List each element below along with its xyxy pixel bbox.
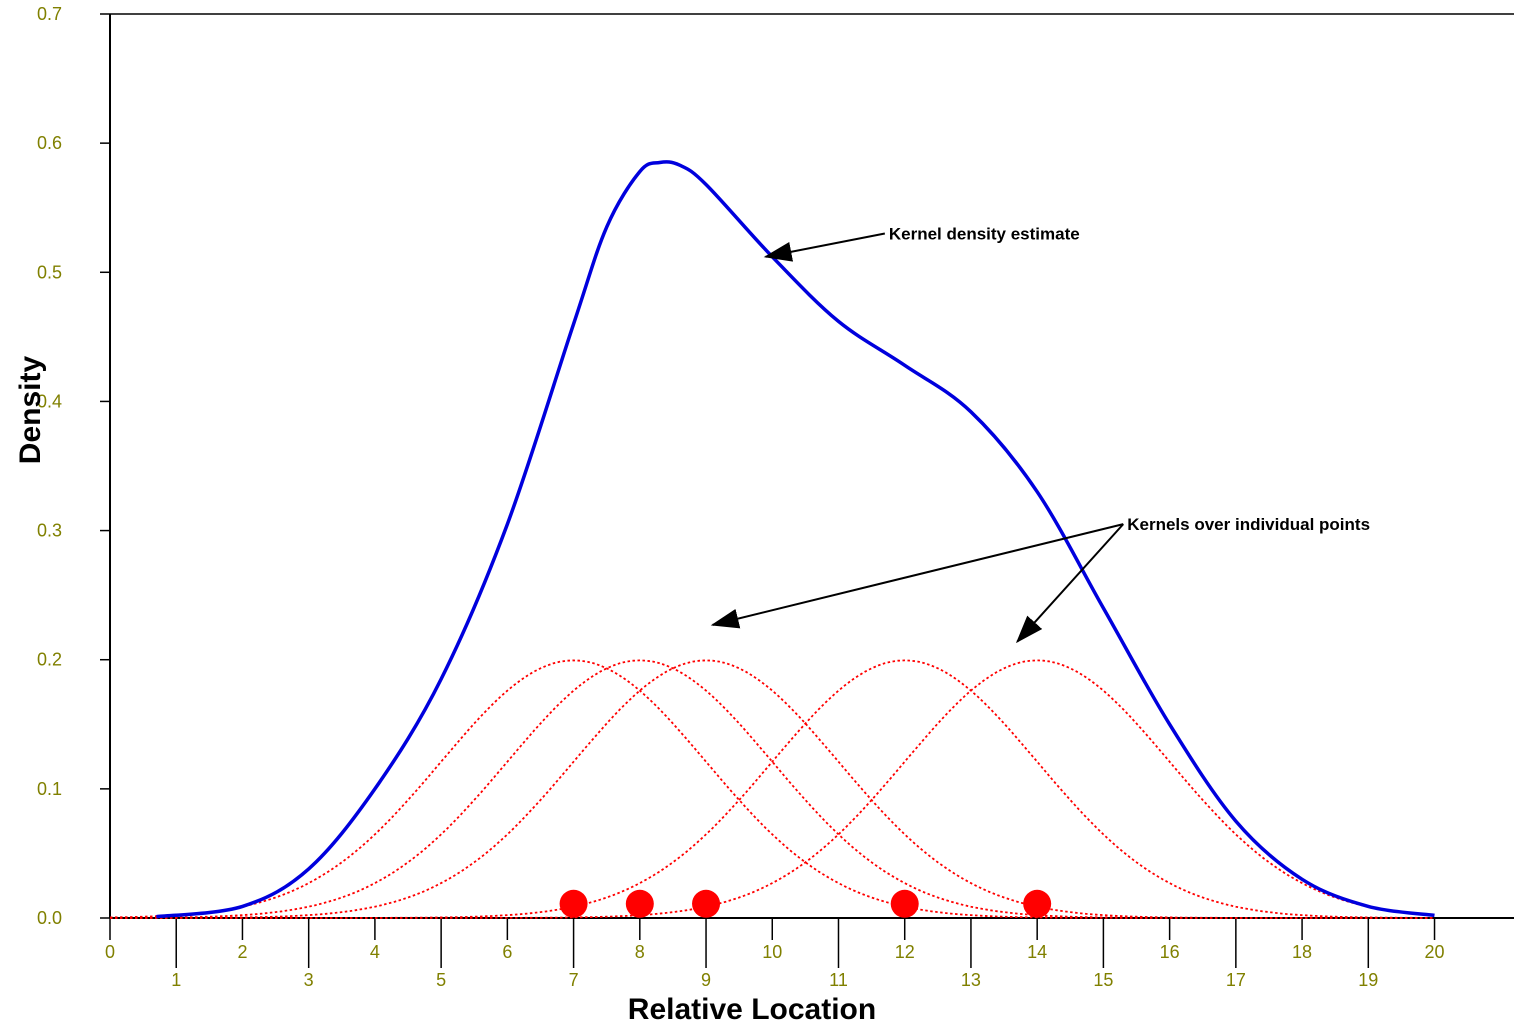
- x-tick-label-2: 2: [237, 942, 247, 962]
- density-estimate: [156, 160, 1435, 919]
- x-tick-label-18: 18: [1292, 942, 1312, 962]
- y-tick-label-5: 0.5: [37, 262, 62, 282]
- y-ticks: 0.0 0.1 0.2 0.3 0.4 0.5 0.6 0.7: [37, 4, 110, 928]
- x-tick-label-14: 14: [1027, 942, 1047, 962]
- y-tick-label-2: 0.2: [37, 650, 62, 670]
- x-tick-label-6: 6: [502, 942, 512, 962]
- kernel-curve-12: [110, 659, 1435, 919]
- data-point-8: [625, 889, 654, 918]
- x-tick-label-0: 0: [105, 942, 115, 962]
- x-tick-label-17: 17: [1226, 970, 1246, 990]
- x-tick-label-13: 13: [961, 970, 981, 990]
- y-tick-label-7: 0.7: [37, 4, 62, 24]
- x-tick-label-12: 12: [895, 942, 915, 962]
- x-tick-label-9: 9: [701, 970, 711, 990]
- x-tick-label-3: 3: [304, 970, 314, 990]
- x-tick-label-8: 8: [635, 942, 645, 962]
- x-tick-label-10: 10: [762, 942, 782, 962]
- x-tick-label-20: 20: [1425, 942, 1445, 962]
- kernel-curve-9: [110, 659, 1435, 919]
- y-tick-label-3: 0.3: [37, 521, 62, 541]
- kernel-curve-7: [109, 659, 1435, 919]
- annotations: Kernel density estimate Kernels over indi…: [710, 225, 1370, 644]
- data-point-14: [1023, 889, 1052, 918]
- data-point-9: [692, 889, 721, 918]
- kernel-curve-14: [110, 659, 1435, 919]
- kernel-curves: [109, 659, 1435, 919]
- x-tick-label-7: 7: [569, 970, 579, 990]
- density-estimate-line: [156, 160, 1435, 919]
- y-tick-label-1: 0.1: [37, 779, 62, 799]
- y-tick-label-6: 0.6: [37, 133, 62, 153]
- data-point-12: [890, 889, 919, 918]
- x-axis-title: Relative Location: [628, 993, 876, 1026]
- y-tick-label-0: 0.0: [37, 908, 62, 928]
- x-tick-label-19: 19: [1358, 970, 1378, 990]
- annotation-arrow-1-0: [710, 523, 1124, 629]
- annotation-label-0: Kernel density estimate: [889, 225, 1080, 244]
- y-tick-label-4: 0.4: [37, 391, 62, 411]
- annotation-arrow-1-1: [1015, 523, 1125, 644]
- data-point-7: [559, 889, 588, 918]
- annotation-arrow-0-0: [763, 232, 886, 262]
- y-axis-title: Density: [14, 356, 47, 465]
- x-tick-label-5: 5: [436, 970, 446, 990]
- x-tick-label-15: 15: [1093, 970, 1113, 990]
- annotation-label-1: Kernels over individual points: [1127, 515, 1370, 534]
- axes: [109, 13, 1514, 919]
- kernel-curve-8: [110, 659, 1435, 919]
- x-tick-label-4: 4: [370, 942, 380, 962]
- x-tick-label-1: 1: [171, 970, 181, 990]
- x-tick-label-16: 16: [1160, 942, 1180, 962]
- data-points: [559, 889, 1052, 918]
- x-tick-label-11: 11: [829, 970, 848, 990]
